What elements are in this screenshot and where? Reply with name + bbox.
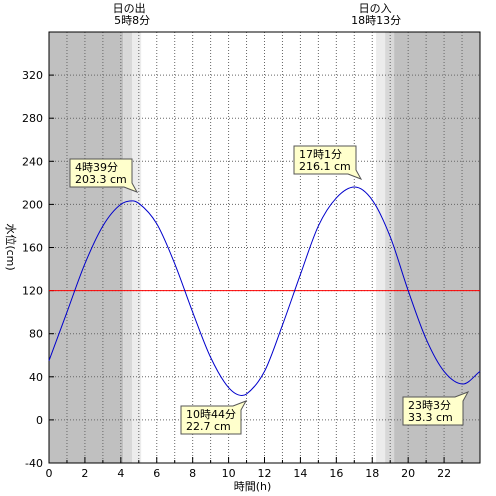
y-tick-label: 160 xyxy=(22,242,43,255)
sun-labels: 日の出 5時8分 日の入 18時13分 xyxy=(113,1,401,27)
x-tick-label: 2 xyxy=(81,467,88,480)
y-tick-label: 80 xyxy=(29,328,43,341)
sunset-time: 18時13分 xyxy=(351,14,401,27)
twilight-band-evening-inner xyxy=(376,32,386,463)
callout-time: 4時39分 xyxy=(75,161,118,174)
y-tick-label: 40 xyxy=(29,371,43,384)
twilight-band-evening-outer xyxy=(385,32,395,463)
x-tick-label: 12 xyxy=(258,467,272,480)
x-axis: 0 2 4 6 8 10 12 14 16 18 20 22 xyxy=(46,457,481,480)
y-tick-label: 240 xyxy=(22,155,43,168)
callout-value: 203.3 cm xyxy=(75,173,127,186)
x-tick-label: 8 xyxy=(189,467,196,480)
x-tick-label: 16 xyxy=(329,467,343,480)
y-tick-label: 0 xyxy=(36,414,43,427)
tide-level-line xyxy=(48,186,481,396)
y-tick-label: 280 xyxy=(22,112,43,125)
y-axis-label: 水位(cm) xyxy=(4,223,18,270)
sunrise-label: 日の出 xyxy=(113,1,146,15)
callout-value: 22.7 cm xyxy=(186,420,231,433)
x-tick-label: 0 xyxy=(46,467,53,480)
callout-box xyxy=(402,391,470,426)
y-tick-label: 120 xyxy=(22,285,43,298)
x-tick-label: 14 xyxy=(293,467,307,480)
callout-time: 17時1分 xyxy=(299,148,342,161)
x-axis-label: 時間(h) xyxy=(234,480,272,493)
x-tick-label: 10 xyxy=(222,467,236,480)
x-tick-label: 18 xyxy=(365,467,379,480)
sunrise-time: 5時8分 xyxy=(114,14,150,27)
x-tick-label: 6 xyxy=(153,467,160,480)
callout-box xyxy=(293,145,363,180)
callout-value: 33.3 cm xyxy=(408,411,453,424)
callout-time: 10時44分 xyxy=(186,408,236,421)
callout-time: 23時3分 xyxy=(408,399,451,412)
callout-box xyxy=(69,158,139,193)
night-band-evening xyxy=(394,32,480,463)
y-axis: -40 0 40 80 120 160 200 240 280 320 xyxy=(22,69,54,470)
x-tick-label: 20 xyxy=(401,467,415,480)
callout-value: 216.1 cm xyxy=(299,160,351,173)
callout-box xyxy=(180,400,248,435)
y-tick-label: -40 xyxy=(25,457,43,470)
y-tick-label: 320 xyxy=(22,69,43,82)
y-tick-label: 200 xyxy=(22,198,43,211)
x-tick-label: 22 xyxy=(437,467,451,480)
x-tick-label: 4 xyxy=(117,467,124,480)
sunset-label: 日の入 xyxy=(359,2,392,15)
